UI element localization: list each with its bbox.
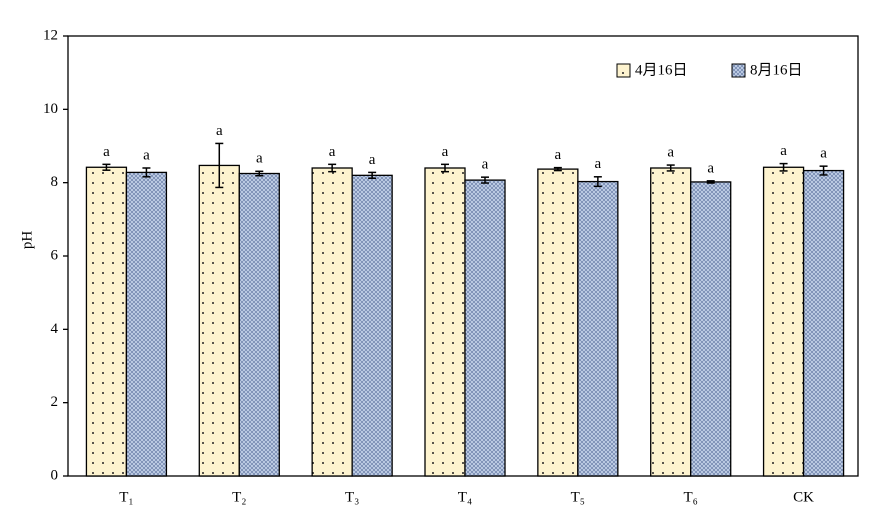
x-tick-label: T₄ [458, 489, 472, 505]
significance-letter: a [329, 144, 336, 160]
significance-letter: a [595, 156, 602, 172]
bar [238, 172, 280, 477]
error-bar [368, 171, 377, 180]
y-tick-label: 4 [51, 321, 59, 337]
error-bar [481, 176, 489, 184]
bar [577, 180, 619, 477]
legend-label: 4月16日 [635, 62, 688, 78]
bar [762, 166, 805, 477]
bar [424, 167, 466, 477]
legend-label: 8月16日 [750, 62, 803, 78]
bar [198, 164, 240, 477]
x-tick-label: T₅ [571, 489, 585, 505]
significance-letter: a [555, 147, 562, 163]
y-tick-label: 12 [43, 27, 58, 43]
x-tick-label: CK [793, 489, 814, 505]
bar [125, 171, 168, 477]
significance-letter: a [143, 147, 150, 163]
error-bar [328, 163, 337, 173]
x-tick-label: T₃ [345, 489, 359, 505]
error-bar [553, 166, 562, 172]
bar [85, 166, 128, 477]
y-tick-label: 6 [51, 247, 59, 263]
bar [537, 168, 579, 477]
x-tick-label: T₆ [684, 489, 698, 505]
x-tick-label: T₂ [232, 489, 246, 505]
bar [464, 179, 506, 477]
significance-letter: a [667, 145, 674, 161]
bar [351, 174, 393, 477]
significance-letter: a [369, 152, 376, 168]
bar [311, 167, 353, 477]
bar [690, 181, 732, 477]
legend-swatch [616, 63, 631, 78]
significance-letter: a [442, 144, 449, 160]
significance-letter: a [780, 143, 787, 159]
error-bar [215, 142, 224, 189]
significance-letter: a [707, 160, 714, 176]
error-bar [666, 164, 675, 172]
error-bar [706, 180, 715, 184]
bar [650, 167, 692, 477]
error-bar [593, 176, 602, 188]
error-bar [819, 165, 828, 176]
error-bar [102, 163, 111, 171]
significance-letter: a [256, 151, 263, 167]
significance-letter: a [820, 146, 827, 162]
y-tick-label: 2 [51, 394, 59, 410]
y-tick-label: 10 [43, 101, 58, 117]
y-axis-label: pH [19, 231, 35, 250]
legend-swatch [731, 63, 746, 78]
error-bar [779, 162, 788, 172]
x-tick-label: T₁ [119, 489, 133, 505]
y-tick-label: 0 [51, 467, 59, 483]
error-bar [255, 170, 264, 177]
error-bar [441, 163, 449, 173]
significance-letter: a [482, 157, 489, 173]
significance-letter: a [103, 144, 110, 160]
bar [802, 169, 845, 477]
error-bar [142, 167, 151, 178]
significance-letter: a [216, 123, 223, 139]
y-tick-label: 8 [51, 174, 59, 190]
